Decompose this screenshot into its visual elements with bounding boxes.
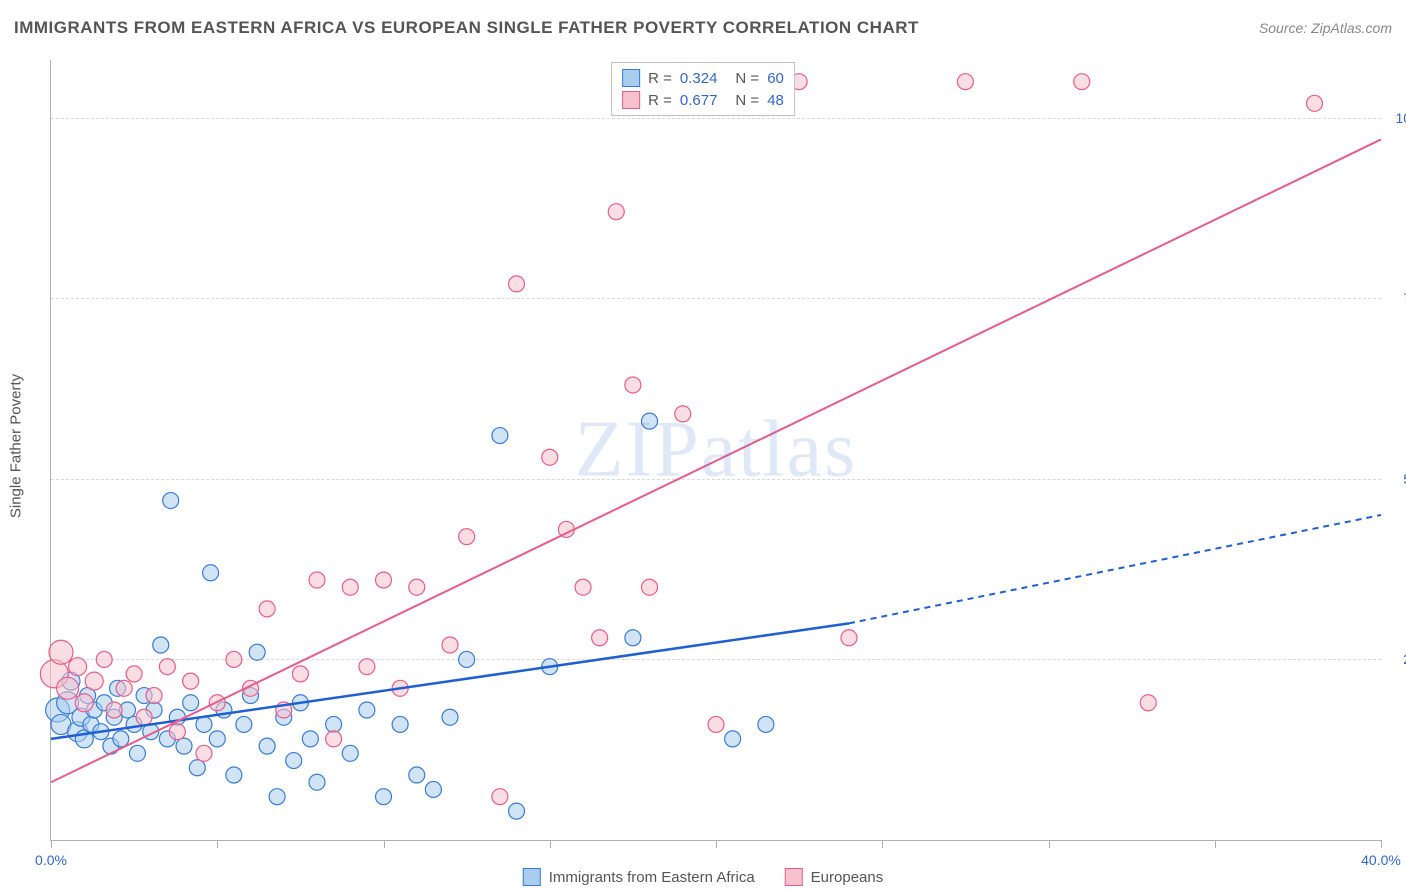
x-tick: [217, 840, 218, 848]
x-tick: [716, 840, 717, 848]
legend-n-value: 48: [767, 92, 784, 109]
legend-series-label: Immigrants from Eastern Africa: [549, 869, 755, 886]
legend-series-item: Europeans: [785, 868, 884, 886]
y-axis-label: Single Father Poverty: [8, 374, 25, 518]
chart-header: IMMIGRANTS FROM EASTERN AFRICA VS EUROPE…: [14, 18, 1392, 38]
x-tick-label: 40.0%: [1361, 852, 1401, 868]
legend-swatch-icon: [622, 91, 640, 109]
legend-series-label: Europeans: [811, 869, 884, 886]
legend-stats-row: R = 0.324 N = 60: [622, 67, 784, 89]
legend-series-item: Immigrants from Eastern Africa: [523, 868, 755, 886]
legend-n-label: N =: [735, 92, 759, 109]
x-tick: [1049, 840, 1050, 848]
chart-svg: [51, 60, 1381, 840]
x-tick: [550, 840, 551, 848]
legend-swatch-icon: [622, 69, 640, 87]
x-tick-label: 0.0%: [35, 852, 67, 868]
x-tick: [384, 840, 385, 848]
legend-n-label: N =: [735, 70, 759, 87]
chart-title: IMMIGRANTS FROM EASTERN AFRICA VS EUROPE…: [14, 18, 919, 38]
y-tick-label: 100.0%: [1396, 110, 1406, 126]
x-tick: [51, 840, 52, 848]
legend-r-label: R =: [648, 70, 672, 87]
chart-source: Source: ZipAtlas.com: [1259, 20, 1392, 36]
x-tick: [1215, 840, 1216, 848]
x-tick: [1381, 840, 1382, 848]
legend-series: Immigrants from Eastern Africa Europeans: [523, 868, 883, 886]
legend-r-value: 0.324: [680, 70, 718, 87]
legend-swatch-icon: [523, 868, 541, 886]
legend-swatch-icon: [785, 868, 803, 886]
legend-n-value: 60: [767, 70, 784, 87]
legend-r-value: 0.677: [680, 92, 718, 109]
legend-stats-row: R = 0.677 N = 48: [622, 89, 784, 111]
plot-area: ZIPatlas 25.0%50.0%75.0%100.0%0.0%40.0%: [50, 60, 1381, 841]
legend-r-label: R =: [648, 92, 672, 109]
x-tick: [882, 840, 883, 848]
legend-stats: R = 0.324 N = 60 R = 0.677 N = 48: [611, 62, 795, 116]
